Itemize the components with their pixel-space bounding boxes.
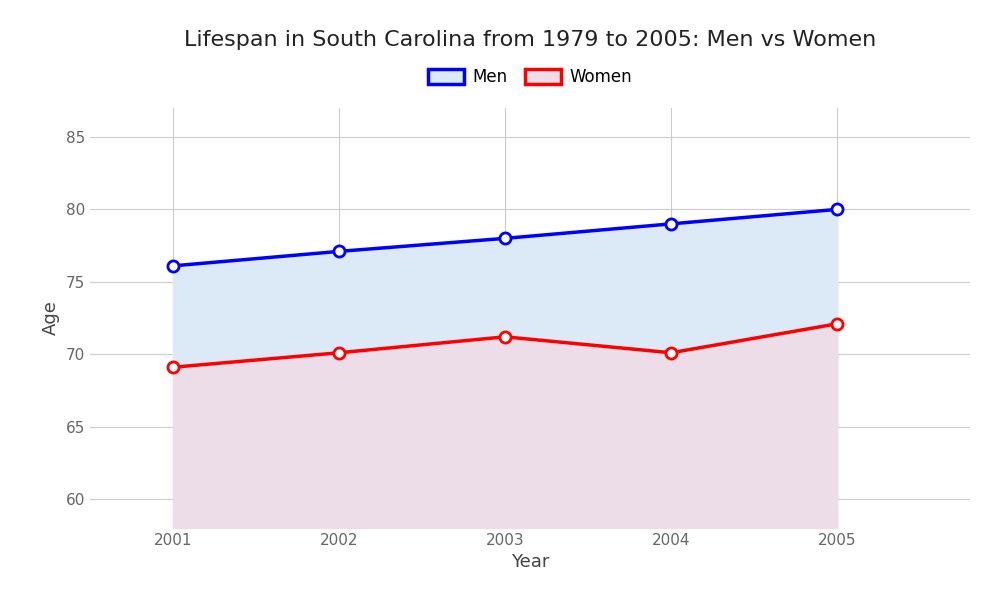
Title: Lifespan in South Carolina from 1979 to 2005: Men vs Women: Lifespan in South Carolina from 1979 to … [184,29,876,49]
Y-axis label: Age: Age [42,301,60,335]
Legend: Men, Women: Men, Women [421,62,639,93]
X-axis label: Year: Year [511,553,549,571]
